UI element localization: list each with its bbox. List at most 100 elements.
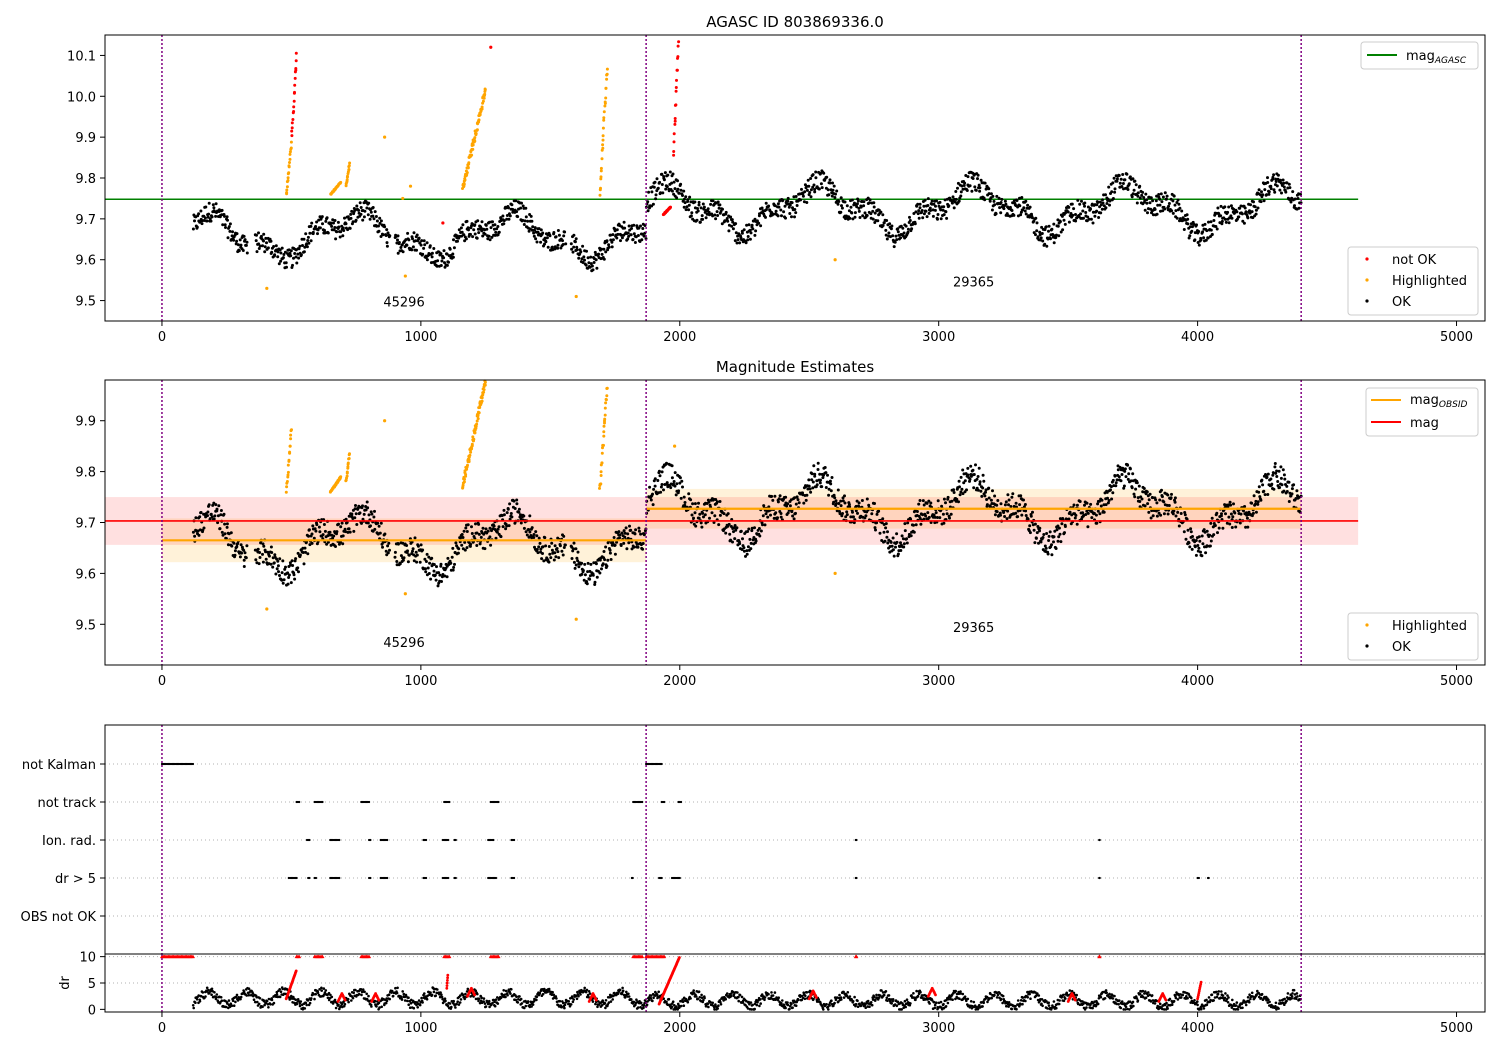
- data-point: [1149, 516, 1153, 520]
- data-point: [1201, 542, 1205, 546]
- data-point: [1216, 531, 1219, 535]
- data-point: [1117, 475, 1121, 479]
- dr-point: [308, 1001, 312, 1005]
- data-point: [197, 533, 201, 537]
- data-point: [691, 502, 695, 506]
- data-point: [1267, 192, 1271, 196]
- data-point: [513, 507, 517, 510]
- data-point: [279, 251, 283, 255]
- data-point: [884, 526, 888, 530]
- data-point: [892, 554, 896, 558]
- data-point: [383, 532, 387, 536]
- data-point: [481, 234, 485, 238]
- data-point: [554, 555, 558, 559]
- data-point: [764, 208, 768, 212]
- data-point: [704, 216, 708, 220]
- data-point: [226, 218, 229, 222]
- data-point: [770, 494, 774, 498]
- data-point: [814, 170, 818, 174]
- data-point: [323, 228, 326, 232]
- data-point: [599, 186, 602, 190]
- data-point: [661, 191, 665, 195]
- data-point: [869, 212, 873, 216]
- data-point: [290, 126, 294, 130]
- data-point: [786, 502, 790, 506]
- data-point: [1259, 498, 1263, 502]
- data-point: [1276, 173, 1280, 177]
- data-point: [447, 260, 450, 264]
- data-point: [908, 215, 911, 219]
- data-point: [698, 220, 702, 224]
- data-point: [749, 547, 753, 551]
- data-point: [589, 255, 593, 259]
- data-point: [487, 234, 491, 238]
- data-point: [203, 216, 207, 220]
- data-point: [927, 515, 931, 519]
- data-point: [836, 488, 840, 492]
- data-point: [833, 571, 837, 575]
- data-point: [602, 443, 605, 447]
- data-point: [822, 171, 826, 175]
- data-point: [515, 498, 519, 502]
- data-point: [1034, 536, 1038, 540]
- data-point: [710, 511, 714, 515]
- data-point: [412, 231, 416, 235]
- data-point: [731, 227, 735, 231]
- data-point: [633, 241, 637, 244]
- data-point: [819, 478, 822, 482]
- data-point: [1060, 214, 1064, 218]
- data-point: [219, 509, 223, 512]
- data-point: [1212, 533, 1216, 537]
- data-point: [430, 556, 434, 560]
- data-point: [879, 210, 883, 214]
- data-point: [1000, 197, 1004, 201]
- dr-point: [305, 1003, 309, 1007]
- data-point: [496, 233, 500, 237]
- data-point: [1067, 220, 1071, 224]
- flag-point: [1098, 838, 1101, 842]
- data-point: [476, 219, 480, 223]
- data-point: [257, 562, 261, 566]
- data-point: [966, 473, 970, 477]
- data-point: [899, 549, 903, 552]
- data-point: [310, 221, 314, 225]
- data-point: [339, 180, 343, 184]
- data-point: [687, 208, 691, 212]
- data-point: [1044, 225, 1048, 229]
- data-point: [595, 575, 599, 579]
- data-point: [475, 422, 479, 426]
- data-point: [834, 499, 838, 503]
- dr-point: [352, 991, 356, 995]
- data-point: [462, 529, 466, 533]
- data-point: [367, 513, 371, 517]
- dr-point: [275, 993, 279, 996]
- data-point: [672, 153, 676, 157]
- data-point: [284, 490, 288, 494]
- data-point: [764, 215, 767, 219]
- data-point: [932, 202, 936, 206]
- data-point: [912, 523, 915, 527]
- data-point: [1095, 521, 1099, 525]
- data-point: [696, 209, 700, 213]
- data-point: [857, 501, 861, 505]
- data-point: [225, 522, 229, 526]
- data-point: [918, 202, 922, 206]
- data-point: [976, 177, 979, 181]
- obs-label: 29365: [953, 275, 994, 290]
- data-point: [1050, 553, 1054, 557]
- data-point: [556, 243, 560, 247]
- data-point: [580, 572, 584, 576]
- data-point: [797, 501, 801, 505]
- data-point: [527, 229, 531, 233]
- data-point: [545, 236, 549, 240]
- data-point: [228, 222, 232, 226]
- data-point: [1075, 503, 1079, 507]
- flag-point: [295, 876, 298, 880]
- data-point: [603, 101, 607, 105]
- data-point: [1060, 522, 1064, 526]
- data-point: [1155, 194, 1159, 198]
- data-point: [895, 532, 899, 536]
- data-point: [541, 545, 545, 549]
- data-point: [585, 582, 589, 586]
- data-point: [233, 549, 237, 553]
